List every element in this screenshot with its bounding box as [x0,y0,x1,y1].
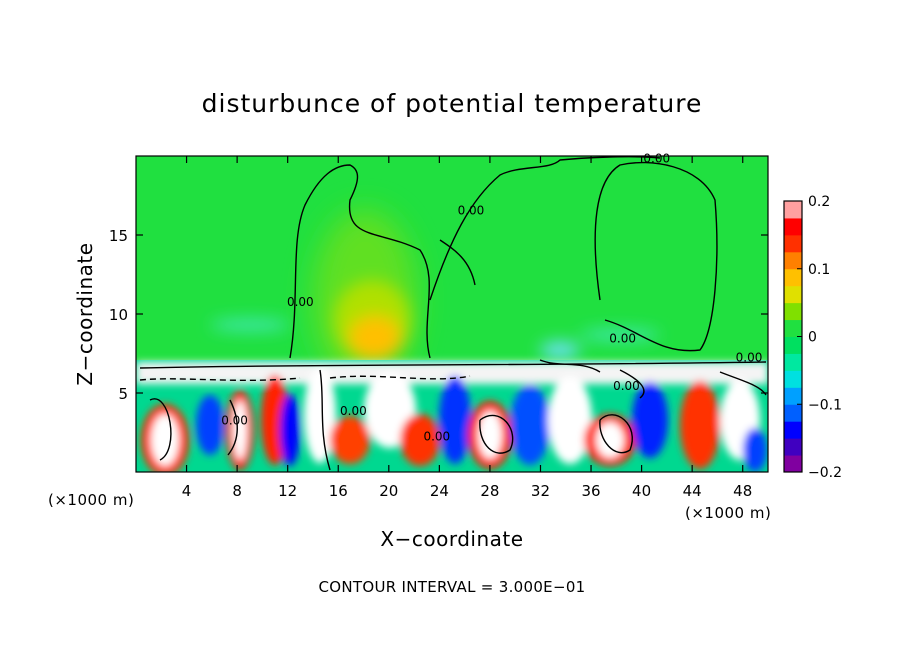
contour-label: 0.00 [609,331,636,345]
colorbar-swatch [784,353,802,371]
x-tick-label: 12 [278,482,297,500]
x-tick-label: 16 [329,482,348,500]
contour-label: 0.00 [221,414,248,428]
contour-label: 0.00 [458,203,485,217]
contour-labels: 0.00 0.00 0.00 0.00 0.00 0.00 0.00 0.00 0.00 [221,151,762,443]
colorbar-swatch [784,370,802,388]
x-unit-right: (×1000 m) [685,504,771,522]
colorbar-swatch [784,302,802,321]
x-tick-label: 24 [430,482,449,500]
colorbar-swatch [784,234,802,253]
colorbar-swatch [784,387,802,405]
colorbar-swatch [784,285,802,304]
x-tick-label: 20 [379,482,398,500]
colorbar-tick-label: 0.2 [808,194,830,210]
x-tick-label: 44 [683,482,702,500]
colorbar-swatch [784,438,802,456]
x-tick-label: 36 [581,482,600,500]
y-tick-label: 10 [109,306,128,324]
colorbar-swatch [784,217,802,236]
contour-label: 0.00 [287,295,314,309]
contour-lines [139,156,767,471]
x-tick-label: 8 [232,482,242,500]
y-axis-ticks: 5 10 15 [109,227,768,403]
x-unit-left: (×1000 m) [48,491,134,509]
colorbar-swatch [784,336,802,354]
y-tick-label: 5 [118,385,128,403]
contour-label: 0.00 [613,379,640,393]
x-axis-ticks: 4 8 12 16 20 24 28 32 36 40 44 48 [182,156,752,500]
y-tick-label: 15 [109,227,128,245]
colorbar-swatch [784,268,802,287]
colorbar-tick-label: 0.1 [808,262,830,278]
colorbar-labels: 0.2 0.1 0 −0.1 −0.2 [797,194,842,481]
colorbar-swatch [784,201,802,219]
colorbar-tick-label: 0 [808,330,817,346]
heatmap-field [136,156,768,472]
colorbar-swatch [784,251,802,270]
x-axis-label: X−coordinate [380,527,523,551]
colorbar-swatch [784,421,802,439]
colorbar-swatch [784,404,802,422]
contour-label: 0.00 [643,151,670,165]
colorbar-tick-label: −0.1 [808,397,842,413]
colorbar-swatch [784,319,802,337]
contour-label: 0.00 [423,429,450,443]
x-tick-label: 32 [531,482,550,500]
x-tick-label: 28 [480,482,499,500]
colorbar-tick-label: −0.2 [808,465,842,481]
chart-title: disturbunce of potential temperature [202,89,703,118]
contour-label: 0.00 [736,350,763,364]
contour-interval-note: CONTOUR INTERVAL = 3.000E−01 [318,578,585,596]
x-tick-label: 4 [182,482,192,500]
contour-label: 0.00 [340,404,367,418]
x-tick-label: 40 [632,482,651,500]
y-axis-label: Z−coordinate [73,242,97,385]
colorbar-swatch [784,455,802,473]
x-tick-label: 48 [733,482,752,500]
